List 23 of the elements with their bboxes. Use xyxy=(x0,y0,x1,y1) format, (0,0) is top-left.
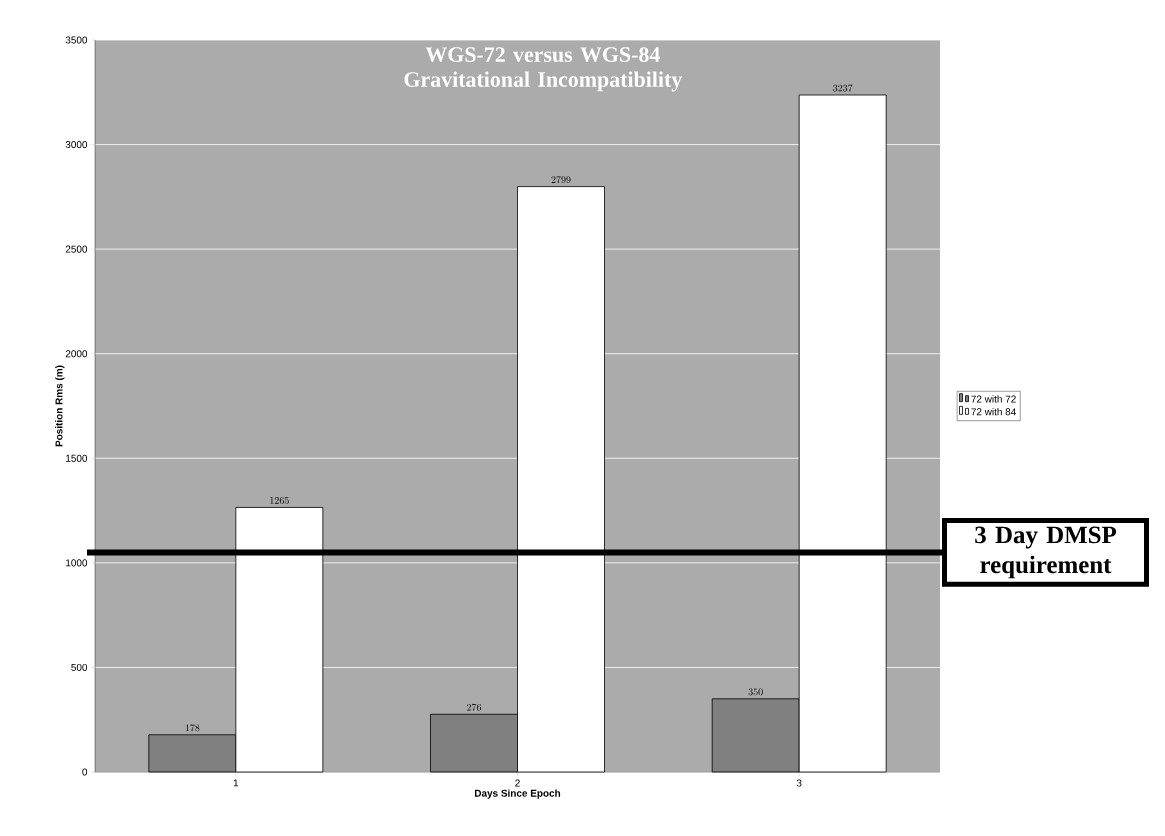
legend-label: 72 with 84 xyxy=(971,408,1016,416)
y-tick-label: 2000 xyxy=(65,350,88,358)
y-axis-title: Position Rms (m) xyxy=(55,365,65,447)
x-tick-label: 2 xyxy=(515,779,520,787)
ref-line-label: 3 Day DMSP requirement xyxy=(975,526,1117,579)
y-tick-label: 0 xyxy=(82,768,88,776)
y-tick-label: 1000 xyxy=(66,559,88,567)
x-axis-title: Days Since Epoch xyxy=(474,789,561,799)
x-tick-label: 3 xyxy=(796,779,802,787)
data-label: 350 xyxy=(748,688,763,696)
y-tick-label: 1500 xyxy=(66,454,88,462)
data-label: 1265 xyxy=(270,497,289,504)
data-label: 2799 xyxy=(551,176,571,184)
data-label: 178 xyxy=(185,724,200,732)
data-label: 3237 xyxy=(833,84,853,92)
data-label: 276 xyxy=(467,703,482,711)
y-tick-label: 3500 xyxy=(65,36,88,44)
y-tick-label: 500 xyxy=(71,663,88,671)
text: WGS-72 versus WGS-84 Gravitational Incompatibility xyxy=(404,47,683,92)
y-tick-label: 2500 xyxy=(65,245,88,253)
legend-label: 72 with 72 xyxy=(971,395,1016,403)
x-tick-label: 1 xyxy=(233,779,239,787)
y-tick-label: 3000 xyxy=(65,141,88,149)
